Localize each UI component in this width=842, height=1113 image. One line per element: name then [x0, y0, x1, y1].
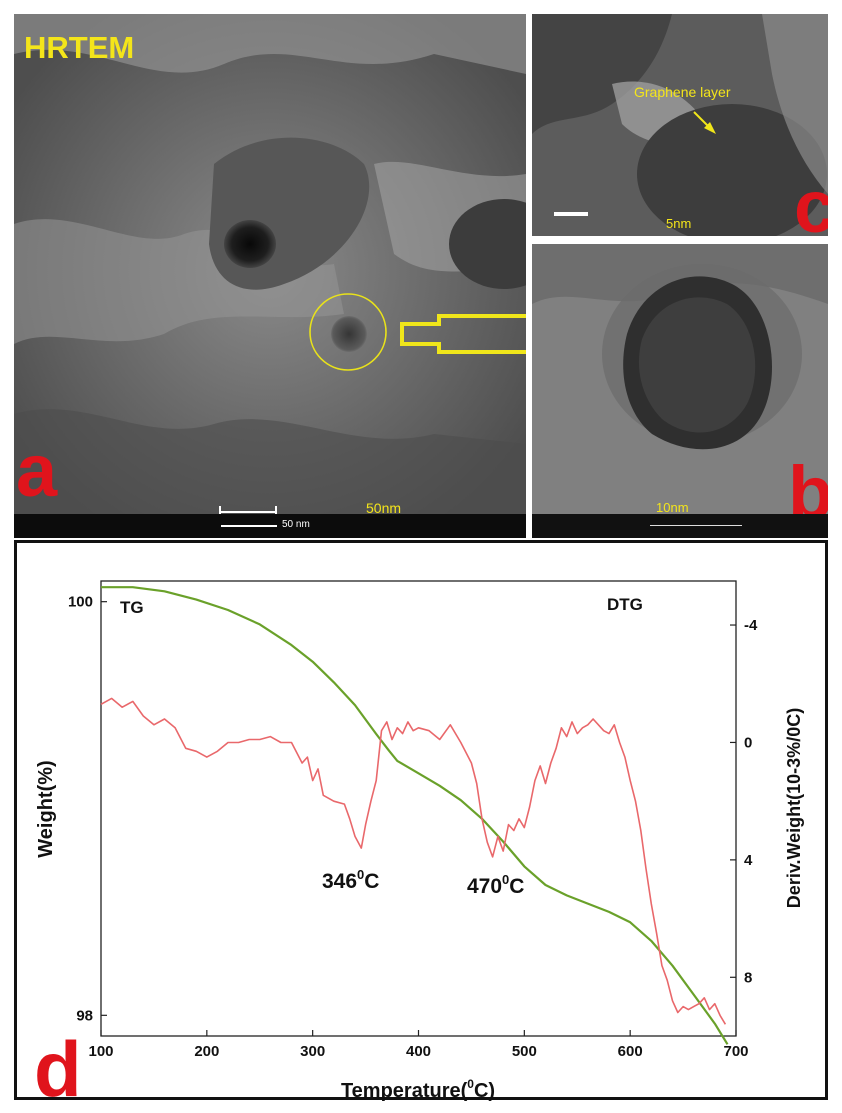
y-right-tick-label: 4 — [744, 852, 753, 869]
panel-b-micrograph — [532, 244, 828, 526]
y-right-tick-label: 8 — [744, 969, 752, 986]
panel-a-title: HRTEM — [24, 30, 135, 65]
y-axis-left-label: Weight(%) — [35, 760, 57, 857]
x-tick-label: 500 — [512, 1043, 537, 1060]
panel-b-footer-bar — [532, 514, 828, 538]
plot-area — [100, 580, 737, 1037]
x-tick-label: 200 — [194, 1043, 219, 1060]
panel-a-letter: a — [16, 429, 58, 512]
x-tick-label: 300 — [300, 1043, 325, 1060]
panel-b-scalebar — [650, 525, 742, 526]
legend-tg: TG — [120, 598, 144, 617]
legend-dtg: DTG — [607, 595, 643, 614]
x-tick-label: 700 — [723, 1043, 748, 1060]
peak-annotation-470: 4700C — [467, 872, 524, 898]
peak-annotation-346: 3460C — [322, 867, 379, 893]
right-y-axis: -4 0 4 8 — [730, 617, 758, 986]
panel-a-scale-text: 50nm — [366, 500, 402, 516]
panel-c-micrograph — [532, 14, 828, 236]
y-left-tick-label: 98 — [76, 1007, 93, 1024]
y-right-tick-label: -4 — [744, 617, 758, 634]
panel-a-scalebar-label: 50 nm — [282, 519, 310, 530]
panel-c-scale-text: 5nm — [666, 216, 692, 231]
panel-c-letter: c — [794, 165, 828, 237]
x-tick-label: 100 — [88, 1043, 113, 1060]
panel-a-hrtem-image: HRTEM a 50nm 50 nm — [14, 14, 526, 526]
y-axis-right-label: Deriv.Weight(10-3%/0C) — [784, 708, 804, 908]
series-group — [100, 586, 729, 1045]
x-axis: 100 200 300 400 500 600 700 — [88, 1030, 749, 1060]
panel-b-image: 10nm b — [532, 244, 828, 526]
hrtem-micrograph — [14, 14, 526, 526]
x-tick-label: 400 — [406, 1043, 431, 1060]
left-y-axis: 98 100 — [68, 594, 107, 1024]
panel-c-annotation: Graphene layer — [634, 84, 731, 100]
x-tick-label: 600 — [618, 1043, 643, 1060]
x-axis-label: Temperature(0C) — [341, 1077, 495, 1102]
panel-a-scalebar — [221, 525, 277, 527]
panel-c-image: Graphene layer 5nm c — [532, 14, 828, 236]
y-left-tick-label: 100 — [68, 594, 93, 611]
panel-d-letter: d — [34, 1025, 82, 1113]
series-tg-line — [101, 586, 729, 1045]
panel-a-footer-bar: 50 nm — [14, 514, 526, 538]
panel-b-scale-text: 10nm — [656, 500, 689, 515]
y-right-tick-label: 0 — [744, 734, 752, 751]
series-dtg-line — [100, 697, 727, 1025]
